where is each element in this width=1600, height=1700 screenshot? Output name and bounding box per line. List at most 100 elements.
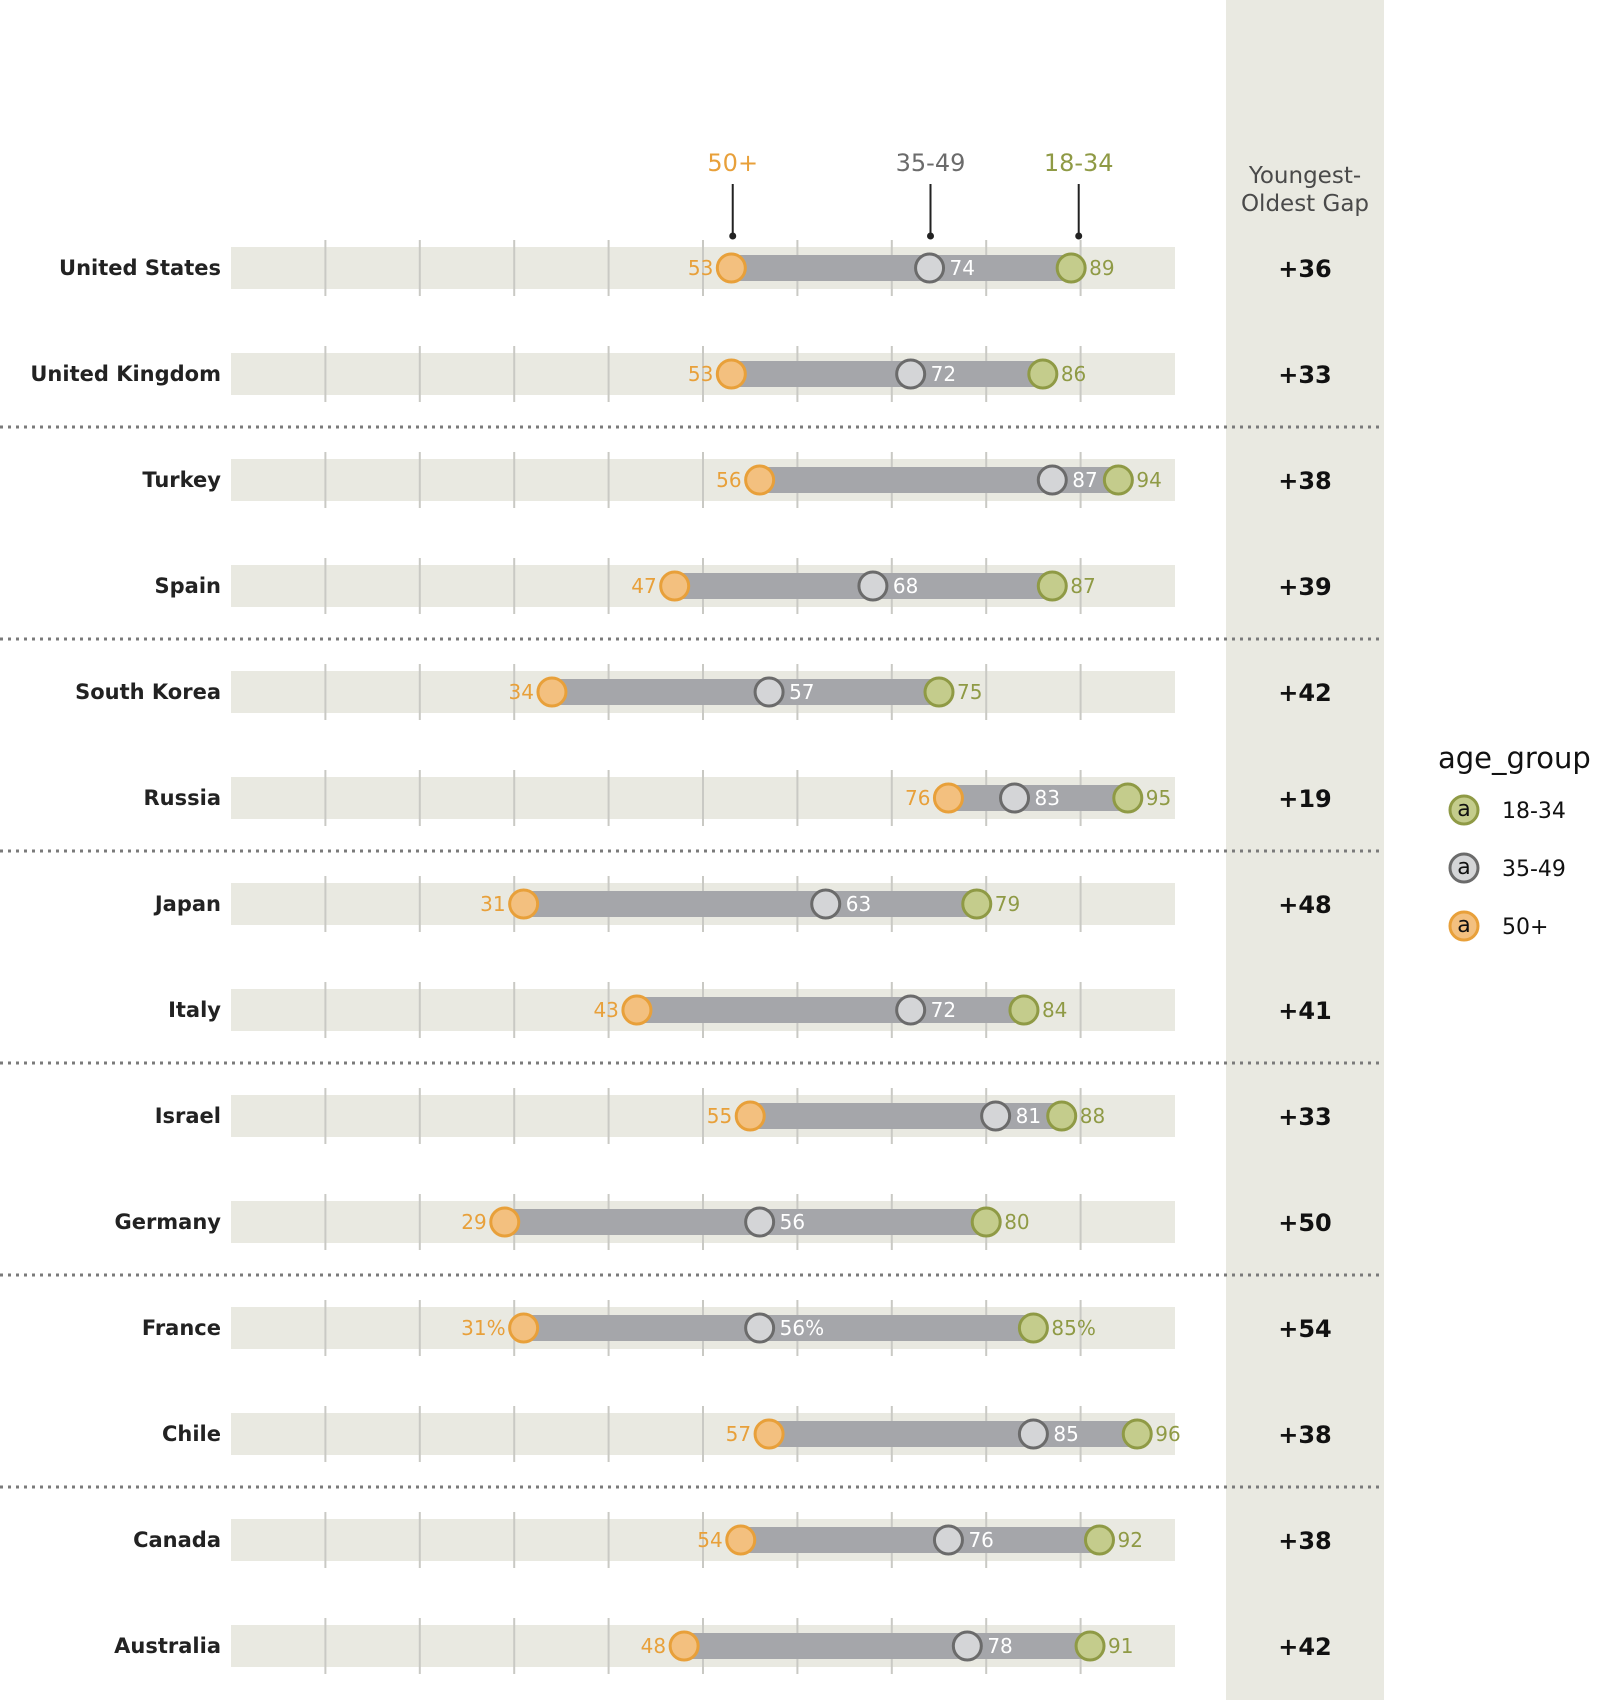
value-label-18-34: 87: [1070, 574, 1095, 598]
value-label-35-49: 87: [1072, 468, 1097, 492]
point-35-49: [753, 676, 785, 708]
point-18-34: [961, 888, 993, 920]
value-label-18-34: 84: [1042, 998, 1067, 1022]
country-label: France: [142, 1316, 221, 1340]
header-35-49: 35-49: [896, 149, 966, 177]
value-label-50-plus: 43: [593, 998, 618, 1022]
point-35-49: [744, 1312, 776, 1344]
row-italy: Italy 43 72 84 +41: [168, 982, 1332, 1038]
point-18-34: [923, 676, 955, 708]
country-label: Turkey: [142, 468, 221, 492]
row-south-korea: South Korea 34 57 75 +42: [75, 664, 1332, 720]
gap-value: +36: [1278, 255, 1332, 283]
header-50-plus: 50+: [707, 149, 758, 177]
gap-value: +33: [1278, 1103, 1332, 1131]
row-germany: Germany 29 56 80 +50: [114, 1194, 1332, 1250]
age-group-headers: 50+ 35-49 18-34: [707, 149, 1114, 240]
legend-marker-letter: a: [1457, 855, 1470, 880]
value-label-35-49: 74: [950, 256, 975, 280]
point-18-34: [1055, 252, 1087, 284]
gap-value: +19: [1278, 785, 1332, 813]
legend-label: 35-49: [1502, 857, 1566, 882]
value-label-35-49: 81: [1016, 1104, 1041, 1128]
gap-value: +38: [1278, 1421, 1332, 1449]
country-label: Chile: [162, 1422, 221, 1446]
value-label-50-plus: 53: [688, 256, 713, 280]
value-label-50-plus: 57: [726, 1422, 751, 1446]
gap-header-line: Oldest Gap: [1241, 191, 1369, 217]
point-35-49: [980, 1100, 1012, 1132]
row-australia: Australia 48 78 91 +42: [114, 1618, 1332, 1674]
legend-marker: [1448, 910, 1480, 942]
value-label-35-49: 56: [780, 1210, 805, 1234]
value-label-35-49: 72: [931, 998, 956, 1022]
point-18-34: [1083, 1524, 1115, 1556]
country-label: Canada: [133, 1528, 221, 1552]
legend-marker-letter: a: [1457, 913, 1470, 938]
value-label-35-49: 56%: [780, 1316, 824, 1340]
gap-value: +42: [1278, 679, 1332, 707]
legend-marker-letter: a: [1457, 797, 1470, 822]
value-label-50-plus: 34: [509, 680, 534, 704]
gap-value: +39: [1278, 573, 1332, 601]
gap-value: +48: [1278, 891, 1332, 919]
range-bar: [636, 997, 1024, 1023]
point-18-34: [970, 1206, 1002, 1238]
legend-label: 50+: [1502, 915, 1548, 940]
gap-value: +33: [1278, 361, 1332, 389]
legend-marker: [1448, 794, 1480, 826]
point-35-49: [951, 1630, 983, 1662]
range-bar: [731, 361, 1043, 387]
point-35-49: [857, 570, 889, 602]
point-50-plus: [753, 1418, 785, 1450]
point-35-49: [1017, 1418, 1049, 1450]
point-50-plus: [668, 1630, 700, 1662]
country-label: Russia: [144, 786, 222, 810]
country-label: Italy: [168, 998, 221, 1022]
range-bar: [551, 679, 939, 705]
value-label-35-49: 57: [789, 680, 814, 704]
point-50-plus: [508, 1312, 540, 1344]
country-label: Australia: [114, 1634, 221, 1658]
chart-rows: United States 53 74 89 +36 United Kingdom 53 72…: [30, 240, 1332, 1674]
gap-header-line: Youngest-: [1248, 163, 1361, 189]
value-label-35-49: 76: [968, 1528, 993, 1552]
point-35-49: [895, 994, 927, 1026]
range-bar: [948, 785, 1128, 811]
value-label-18-34: 92: [1117, 1528, 1142, 1552]
row-russia: Russia 76 83 95 +19: [144, 770, 1332, 826]
country-label: Japan: [153, 892, 221, 916]
point-18-34: [1102, 464, 1134, 496]
gap-value: +38: [1278, 1527, 1332, 1555]
value-label-50-plus: 76: [905, 786, 930, 810]
header-18-34: 18-34: [1044, 149, 1114, 177]
value-label-50-plus: 56: [716, 468, 741, 492]
point-35-49: [932, 1524, 964, 1556]
country-label: South Korea: [75, 680, 221, 704]
gap-value: +54: [1278, 1315, 1332, 1343]
value-label-50-plus: 47: [631, 574, 656, 598]
value-label-50-plus: 48: [641, 1634, 666, 1658]
point-35-49: [999, 782, 1031, 814]
point-18-34: [1017, 1312, 1049, 1344]
value-label-50-plus: 55: [707, 1104, 732, 1128]
legend-item-50-plus: a 50+: [1448, 910, 1548, 942]
gap-column-header: Youngest-Oldest Gap: [1241, 163, 1369, 217]
legend-label: 18-34: [1502, 799, 1566, 824]
legend-title: age_group: [1438, 741, 1591, 775]
row-united-states: United States 53 74 89 +36: [59, 240, 1332, 296]
point-18-34: [1008, 994, 1040, 1026]
country-label: Spain: [155, 574, 221, 598]
point-18-34: [1112, 782, 1144, 814]
value-label-50-plus: 31: [480, 892, 505, 916]
point-50-plus: [659, 570, 691, 602]
point-50-plus: [715, 358, 747, 390]
value-label-18-34: 86: [1061, 362, 1086, 386]
row-canada: Canada 54 76 92 +38: [133, 1512, 1332, 1568]
range-bar: [684, 1633, 1091, 1659]
legend-item-18-34: a 18-34: [1448, 794, 1566, 826]
header-leader-dot: [1075, 232, 1083, 240]
value-label-35-49: 85: [1053, 1422, 1078, 1446]
